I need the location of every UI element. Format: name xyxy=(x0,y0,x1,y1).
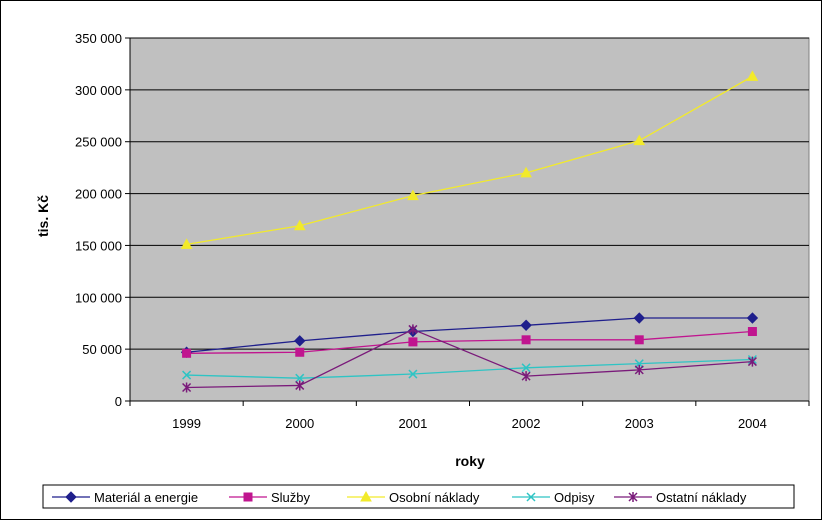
legend-label: Odpisy xyxy=(554,490,595,505)
x-tick-label: 2001 xyxy=(398,416,427,431)
data-point xyxy=(182,348,192,358)
data-point xyxy=(521,371,531,382)
x-tick-label: 1999 xyxy=(172,416,201,431)
data-point xyxy=(294,335,306,347)
axes xyxy=(125,37,810,406)
data-point xyxy=(521,363,531,373)
x-tick-label: 2002 xyxy=(512,416,541,431)
x-tick-label: 2003 xyxy=(625,416,654,431)
legend-marker xyxy=(628,492,638,502)
data-point xyxy=(295,380,305,391)
y-axis-label: tis. Kč xyxy=(35,195,51,237)
series-line xyxy=(186,75,753,246)
plot-area xyxy=(129,37,810,402)
y-tick-label: 150 000 xyxy=(75,238,122,253)
legend-item: Služby xyxy=(229,490,311,505)
y-tick-label: 350 000 xyxy=(75,31,122,46)
data-point xyxy=(747,327,757,337)
legend-marker xyxy=(243,492,253,502)
legend: Materiál a energie Služby Osobní náklady Od… xyxy=(42,484,795,509)
legend-label: Osobní náklady xyxy=(389,490,480,505)
y-tick-label: 200 000 xyxy=(75,187,122,202)
series-star xyxy=(182,324,757,393)
data-point xyxy=(747,356,757,367)
y-tick-label: 300 000 xyxy=(75,83,122,98)
data-point xyxy=(295,373,305,383)
legend-marker xyxy=(360,490,372,502)
series-line xyxy=(186,328,753,389)
y-tick-label: 0 xyxy=(115,394,122,409)
legend-item: Odpisy xyxy=(512,490,595,505)
series-line xyxy=(186,317,753,353)
data-point xyxy=(520,166,532,178)
gridlines xyxy=(130,37,809,350)
legend-item: Materiál a energie xyxy=(52,490,198,505)
data-point xyxy=(633,134,646,146)
series-line xyxy=(186,330,753,354)
y-tick-labels: 0 50 000 100 000 150 000 200 000 250 000 300 0… xyxy=(75,31,122,409)
legend-item: Osobní náklady xyxy=(347,490,480,505)
legend-label: Materiál a energie xyxy=(94,490,198,505)
data-point xyxy=(182,382,192,393)
x-tick-labels: 1999 2000 2001 2002 2003 2004 xyxy=(172,416,767,431)
y-tick-label: 50 000 xyxy=(82,342,122,357)
series-line xyxy=(186,358,753,379)
plot-background xyxy=(129,37,810,402)
data-point xyxy=(293,219,306,231)
data-point xyxy=(634,335,644,345)
data-point xyxy=(408,369,418,379)
data-point xyxy=(746,70,759,81)
data-point xyxy=(407,189,419,201)
series-group xyxy=(180,70,759,393)
y-tick-label: 250 000 xyxy=(75,135,122,150)
data-point xyxy=(633,312,645,324)
y-tick-label: 100 000 xyxy=(75,290,122,305)
data-point xyxy=(180,238,193,249)
legend-box xyxy=(42,484,795,509)
legend-marker xyxy=(65,491,77,503)
series-triangle xyxy=(180,70,759,249)
legend-label: Ostatní náklady xyxy=(656,490,747,505)
series-square xyxy=(182,327,757,358)
legend-item: Ostatní náklady xyxy=(614,490,747,505)
x-axis-label: roky xyxy=(455,453,485,469)
data-point xyxy=(746,312,759,324)
data-point xyxy=(295,347,305,357)
x-tick-label: 2000 xyxy=(285,416,314,431)
data-point xyxy=(520,319,532,331)
data-point xyxy=(408,324,418,335)
data-point xyxy=(521,335,531,345)
legend-label: Služby xyxy=(271,490,311,505)
data-point xyxy=(408,337,418,347)
x-tick-label: 2004 xyxy=(738,416,767,431)
data-point xyxy=(634,364,644,375)
data-point xyxy=(182,370,192,380)
legend-marker xyxy=(526,492,536,502)
